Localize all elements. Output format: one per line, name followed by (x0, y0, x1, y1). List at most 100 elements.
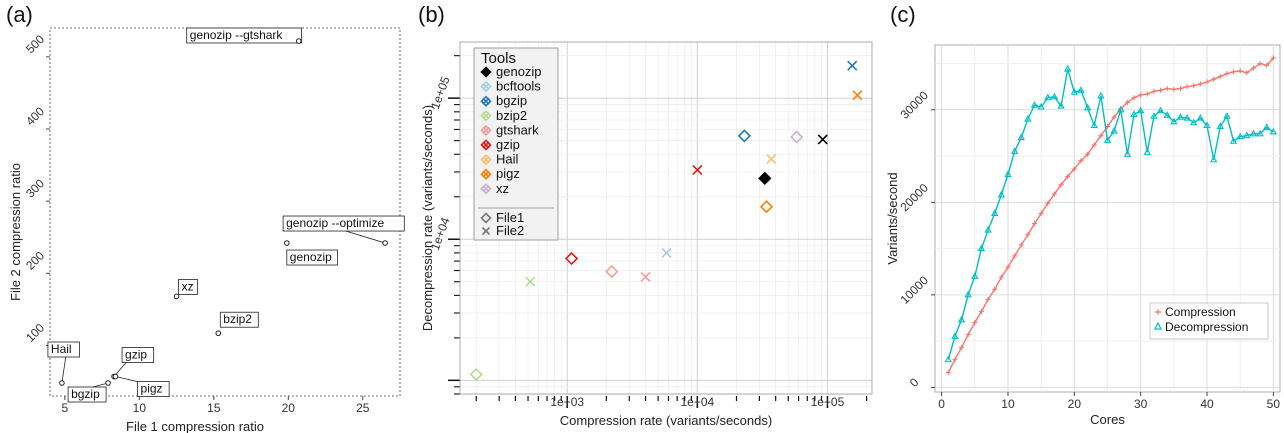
panel-c-point (1050, 92, 1059, 100)
panel-a-point (284, 240, 290, 246)
panel-c-ytick-label: 20000 (897, 181, 931, 215)
panel-b-legend-swatch (482, 156, 490, 164)
panel-c-point (1005, 264, 1011, 270)
panel-c-point (1111, 114, 1117, 120)
panel-c-point (1216, 122, 1225, 129)
panel-b-legend-swatch (482, 112, 490, 120)
panel-c-point (1090, 121, 1098, 129)
panel-b-legend-swatch (482, 170, 490, 178)
panel-c-point (1176, 113, 1185, 120)
panel-a-point-label: genozip (290, 250, 332, 264)
panel-c-point (1037, 102, 1045, 110)
panel-c-point (1038, 210, 1044, 216)
panel-c-point (1151, 88, 1157, 94)
panel-c-point (1150, 112, 1158, 119)
panel-c-point (1197, 81, 1203, 87)
panel-c-legend-box (1149, 302, 1269, 340)
panel-c-point (1051, 191, 1057, 197)
panel-c-ylabel: Variants/second (885, 172, 900, 264)
panel-b-legend-swatch (480, 95, 492, 107)
panel-c-point (1231, 69, 1237, 75)
panel-c-point (992, 286, 998, 292)
panel-c-point (998, 274, 1004, 280)
panel-a-leader (61, 356, 67, 384)
panel-c-point (952, 357, 958, 363)
panel-b-legend-swatch (480, 124, 492, 137)
panel-c-point (1057, 101, 1065, 109)
panel-c-point (1170, 117, 1178, 125)
panel-c-point (959, 345, 965, 351)
panel-c-point (1130, 110, 1138, 117)
panel-c-point (1144, 91, 1150, 97)
panel-c-point (1004, 170, 1012, 178)
panel-c-point (1017, 133, 1025, 141)
panel-a-label-box (219, 311, 259, 328)
panel-b-point (605, 264, 619, 279)
panel-b-point (525, 276, 536, 287)
panel-b-legend-file-swatch (481, 226, 491, 236)
panel-c-point (990, 209, 999, 216)
panel-a-ytick-label: 300 (23, 176, 47, 200)
panel-c-point (1171, 86, 1177, 92)
panel-c-point (1250, 65, 1256, 71)
panel-c-point (1025, 232, 1031, 238)
panel-b-xtick-label: 1e+03 (550, 395, 584, 409)
panel-a-point-label: bzip2 (223, 312, 252, 326)
panel-c-point (1078, 158, 1084, 164)
panel-c-xtick-label: 0 (938, 397, 945, 411)
panel-a-point (215, 330, 222, 337)
panel-a-point-label: Hail (51, 342, 72, 356)
panel-c-xlabel: Cores (1090, 412, 1125, 427)
panel-c-point (1012, 253, 1018, 259)
panel-c-xtick-label: 50 (1267, 397, 1281, 411)
panel-c-point (1269, 127, 1278, 135)
panel-a-label-box (67, 386, 107, 403)
panel-b-point (847, 60, 858, 71)
panel-c-ytick-label: 30000 (897, 88, 931, 122)
panel-b-legend-swatch (482, 185, 490, 193)
panel-c-point (1083, 103, 1092, 111)
panel-b-xtick-label: 1e+05 (811, 395, 845, 409)
panel-b-frame (459, 41, 873, 395)
panel-c-xtick-label: 20 (1068, 397, 1082, 411)
panel-c-point (1243, 131, 1251, 139)
panel-b-point (469, 367, 483, 382)
panel-c-point (1262, 123, 1271, 130)
panel-c-point (1124, 99, 1130, 105)
panel-c-point (1010, 147, 1019, 154)
panel-c-point (1110, 126, 1118, 134)
panel-b-ylabel: Decompression rate (variants/seconds) (420, 105, 435, 331)
panel-c-point (1190, 118, 1198, 126)
panel-c-point (1018, 242, 1024, 248)
panel-c-point (972, 320, 978, 326)
panel-c-legend-item: Decompression (1165, 320, 1248, 334)
panel-b-point (564, 251, 579, 266)
panel-a-xtick-label: 20 (282, 401, 296, 415)
panel-c-point (1070, 88, 1079, 95)
panel-a-label-box (286, 249, 339, 266)
panel-b-point (692, 164, 703, 175)
panel-c-point (944, 355, 953, 363)
panel-b-legend-title: Tools (481, 50, 516, 67)
panel-b: (b)1e+03 1e+04 1e+051e+041e+05Compression … (418, 2, 873, 428)
panel-b-legend-file: File1 (496, 210, 524, 225)
panel-b-legend-item: bcftools (496, 79, 541, 94)
panel-b-label: (b) (418, 2, 445, 27)
panel-b-legend-item: pigz (496, 166, 520, 181)
panel-c-point (1032, 221, 1038, 227)
panel-c-point (1196, 113, 1205, 121)
panel-a-xlabel: File 1 compression ratio (126, 419, 264, 433)
panel-c-point (1223, 112, 1231, 119)
panel-c-point (1103, 136, 1112, 143)
panel-b-xtick-label: 1e+04 (680, 395, 714, 409)
panel-a-point (105, 380, 111, 386)
panel-b-legend-item: gzip (496, 137, 520, 152)
panel-c-point (945, 370, 951, 376)
panel-c-point (984, 225, 992, 233)
panel-c-point (1158, 87, 1164, 93)
panel-b-xlabel: Compression rate (variants/seconds) (560, 413, 772, 428)
panel-b-point (661, 247, 672, 258)
panel-c-point (1237, 68, 1243, 74)
panel-c-point (1203, 121, 1211, 129)
